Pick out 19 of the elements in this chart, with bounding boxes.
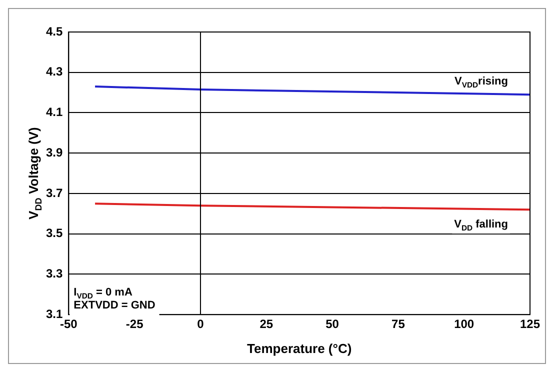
y-tick-label: 4.1 bbox=[46, 105, 63, 120]
x-tick-label: -25 bbox=[126, 317, 144, 332]
y-axis-title: VDD Voltage (V) bbox=[26, 127, 44, 220]
y-tick-label: 3.7 bbox=[46, 186, 63, 200]
y-tick-label: 3.9 bbox=[46, 145, 63, 160]
x-tick-label: 75 bbox=[392, 317, 406, 332]
x-tick-label: 125 bbox=[520, 317, 540, 332]
x-axis-title: Temperature (°C) bbox=[247, 341, 352, 356]
y-tick-label: 4.5 bbox=[46, 24, 63, 38]
annotation: EXTVDD = GND bbox=[74, 300, 156, 312]
x-tick-label: 25 bbox=[260, 317, 274, 332]
y-tick-label: 4.3 bbox=[46, 64, 63, 79]
y-tick-label: 3.3 bbox=[46, 266, 63, 281]
x-tick-label: -50 bbox=[60, 317, 78, 332]
y-tick-label: 3.5 bbox=[46, 226, 63, 240]
x-tick-label: 0 bbox=[197, 317, 204, 332]
x-tick-label: 50 bbox=[326, 317, 340, 332]
y-tick-label: 3.1 bbox=[46, 306, 63, 321]
x-tick-label: 100 bbox=[454, 317, 474, 332]
